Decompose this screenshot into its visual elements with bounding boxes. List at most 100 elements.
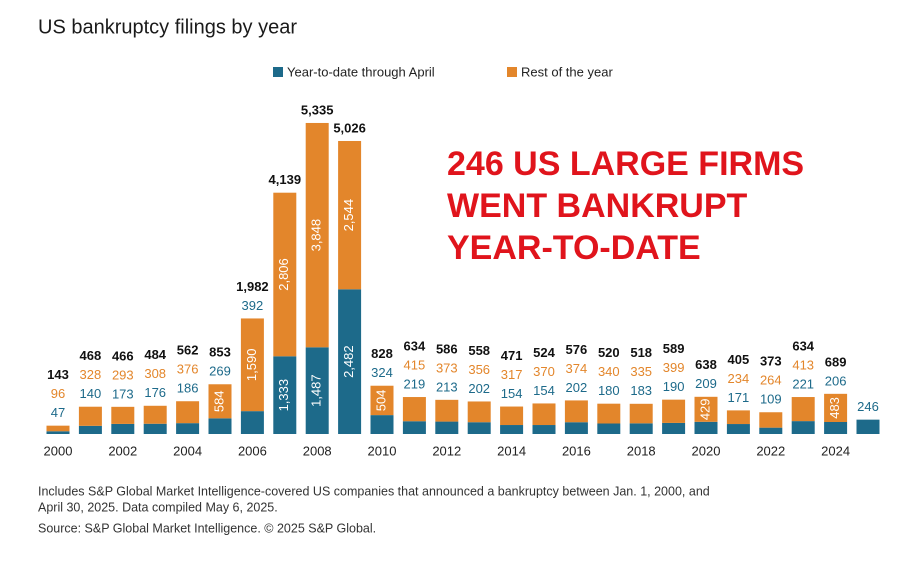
value-label: 1,333 (276, 379, 291, 412)
bar-segment (338, 289, 362, 434)
value-label: 264 (760, 373, 782, 388)
bar-segment (111, 406, 135, 424)
bar-segment (435, 399, 459, 422)
annotation-line: 246 US LARGE FIRMS (447, 145, 804, 183)
value-label: 202 (566, 380, 588, 395)
value-label: 483 (827, 397, 842, 419)
bar-segment (143, 423, 167, 434)
total-label: 634 (404, 338, 426, 353)
bar-segment (597, 403, 621, 424)
bar-segment (176, 423, 200, 434)
bar-segment (338, 140, 362, 290)
bar-segment (208, 418, 232, 434)
value-label: 190 (663, 379, 685, 394)
x-tick-label: 2022 (756, 443, 785, 458)
x-tick-label: 2014 (497, 443, 526, 458)
total-label: 638 (695, 357, 717, 372)
bar-segment (694, 396, 718, 422)
source: Source: S&P Global Market Intelligence. … (38, 521, 376, 535)
x-tick-label: 2020 (692, 443, 721, 458)
value-label: 176 (144, 385, 166, 400)
annotation-line: WENT BANKRUPT (447, 187, 748, 225)
bar-segment (208, 384, 232, 419)
bar-segment (500, 406, 524, 426)
bar-segment (597, 423, 621, 434)
value-label: 1,487 (309, 374, 324, 407)
bar-segment (694, 421, 718, 434)
value-label: 140 (80, 386, 102, 401)
value-label: 2,482 (341, 345, 356, 378)
bar-segment (791, 421, 815, 434)
value-label: 246 (857, 399, 879, 414)
bar-segment (726, 424, 750, 434)
bar-segment (143, 405, 167, 424)
value-label: 584 (211, 390, 226, 412)
value-label: 308 (144, 366, 166, 381)
annotation: 246 US LARGE FIRMS WENT BANKRUPT YEAR-TO… (447, 145, 804, 267)
bar-segment (662, 399, 686, 423)
bar-segment (305, 122, 329, 348)
bar-segment (629, 403, 653, 424)
value-label: 209 (695, 376, 717, 391)
value-label: 221 (792, 376, 814, 391)
value-label: 47 (51, 405, 65, 420)
bar-segment (111, 423, 135, 434)
value-label: 413 (792, 357, 814, 372)
value-label: 317 (501, 367, 523, 382)
value-label: 328 (80, 367, 102, 382)
value-label: 293 (112, 367, 134, 382)
total-label: 562 (177, 343, 199, 358)
x-tick-label: 2008 (303, 443, 332, 458)
value-label: 1,590 (244, 349, 259, 382)
bar-segment (78, 425, 102, 434)
value-label: 340 (598, 364, 620, 379)
legend-label: Year-to-date through April (287, 64, 435, 79)
bar-segment (176, 401, 200, 424)
bar-segment (759, 427, 783, 434)
legend-label: Rest of the year (521, 64, 613, 79)
total-label: 586 (436, 341, 458, 356)
bar-segment (564, 422, 588, 434)
bar-segment (46, 431, 70, 434)
x-tick-label: 2012 (432, 443, 461, 458)
footnote: Includes S&P Global Market Intelligence-… (38, 484, 710, 498)
value-label: 399 (663, 360, 685, 375)
total-label: 589 (663, 341, 685, 356)
bar-segment (564, 400, 588, 423)
bar-segment (856, 419, 880, 434)
value-label: 183 (630, 383, 652, 398)
total-label: 853 (209, 345, 231, 360)
bar-segment (791, 397, 815, 422)
x-tick-label: 2018 (627, 443, 656, 458)
total-label: 518 (630, 345, 652, 360)
legend-swatch (273, 67, 283, 77)
value-label: 206 (825, 373, 847, 388)
bar-segment (824, 393, 848, 422)
legend-swatch (507, 67, 517, 77)
x-tick-label: 2004 (173, 443, 202, 458)
total-label: 1,982 (236, 279, 269, 294)
bar-segment (500, 425, 524, 434)
bar-segment (240, 411, 264, 434)
total-label: 373 (760, 354, 782, 369)
bar-segment (759, 412, 783, 428)
value-label: 173 (112, 386, 134, 401)
value-label: 335 (630, 364, 652, 379)
bar-segment (402, 421, 426, 434)
value-label: 2,544 (341, 199, 356, 232)
value-label: 96 (51, 386, 65, 401)
value-label: 373 (436, 360, 458, 375)
x-tick-label: 2024 (821, 443, 850, 458)
total-label: 576 (566, 342, 588, 357)
value-label: 356 (468, 362, 490, 377)
value-label: 3,848 (309, 219, 324, 252)
value-label: 269 (209, 364, 231, 379)
bar-segment (435, 421, 459, 434)
total-label: 471 (501, 348, 523, 363)
bar-segment (824, 421, 848, 434)
x-tick-label: 2006 (238, 443, 267, 458)
value-label: 429 (697, 398, 712, 420)
total-label: 143 (47, 367, 69, 382)
